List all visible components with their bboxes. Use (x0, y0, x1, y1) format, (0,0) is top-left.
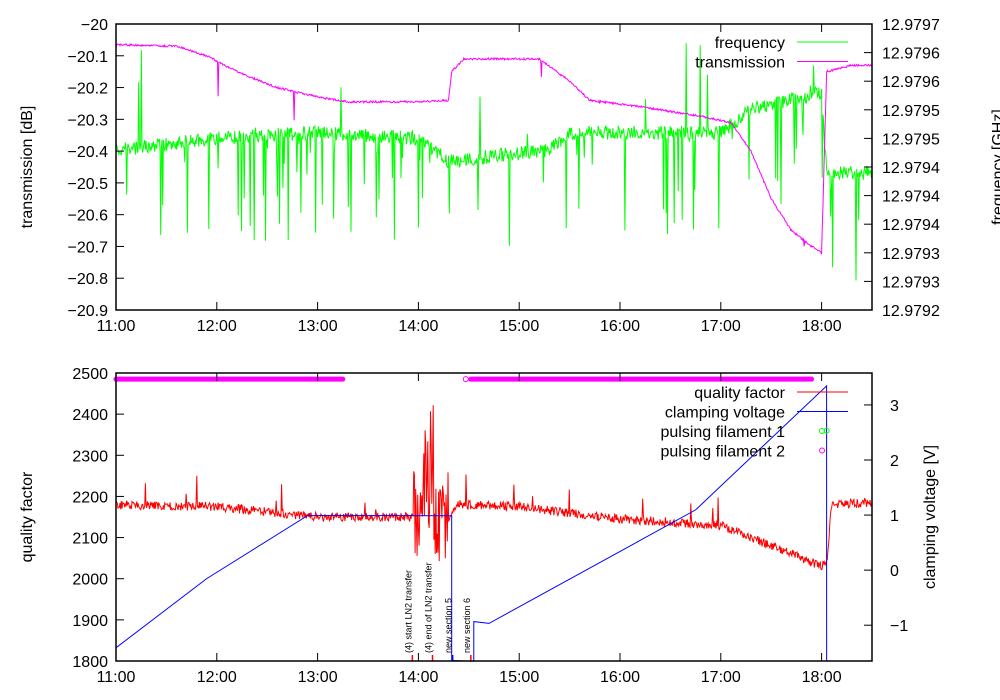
x-tick-label: 18:00 (802, 669, 842, 686)
y-tick-label: −20.9 (68, 303, 109, 320)
y-axis-label: transmission [dB] (19, 106, 36, 229)
legend-marker (819, 447, 825, 454)
legend-label: quality factor (694, 385, 785, 402)
series-quality-factor (115, 405, 873, 571)
y2-tick-label: 12.9796 (882, 46, 940, 63)
y-tick-label: −20.2 (68, 81, 109, 98)
y-tick-label: 1800 (72, 654, 108, 671)
legend-label: frequency (715, 35, 785, 52)
y2-tick-label: 2 (890, 453, 899, 470)
y2-tick-label: −1 (890, 618, 908, 635)
y-tick-label: −20 (81, 17, 108, 34)
y2-tick-label: 0 (890, 563, 899, 580)
x-tick-label: 18:00 (802, 318, 842, 335)
y2-tick-label: 12.9793 (882, 246, 940, 263)
y2-tick-label: 12.9794 (882, 160, 940, 177)
y2-tick-label: 12.9794 (882, 189, 940, 206)
y2-tick-label: 12.9794 (882, 217, 940, 234)
panel-1: 11:00 12:00 13:00 14:00 15:00 16:00 17:00 18:00… (19, 17, 1000, 335)
x-tick-label: 15:00 (499, 669, 539, 686)
panel-2: (4) start LN2 transfer (4) end of LN2 tra… (19, 366, 939, 686)
legend-label: pulsing filament 2 (660, 444, 785, 461)
x-tick-label: 14:00 (398, 669, 438, 686)
y2-tick-label: 12.9795 (882, 103, 940, 120)
y2-tick-label: 12.9795 (882, 131, 940, 148)
y-tick-label: 1900 (72, 613, 108, 630)
y-tick-label: 2400 (72, 407, 108, 424)
series-transmission (115, 43, 873, 256)
legend-marker (819, 428, 825, 434)
y-tick-label: 2200 (72, 489, 108, 506)
annotation-label: (4) end of LN2 transfer (424, 562, 434, 653)
y-tick-label: 2100 (72, 531, 108, 548)
y-tick-label: 2300 (72, 448, 108, 465)
y-axis-label: quality factor (19, 471, 36, 562)
y-tick-label: −20.5 (68, 176, 109, 193)
y-tick-label: −20.8 (68, 271, 109, 288)
annotation-label: (4) start LN2 transfer (403, 570, 413, 653)
x-tick-label: 17:00 (701, 318, 741, 335)
plot-frame (115, 372, 873, 662)
x-tick-label: 12:00 (197, 669, 237, 686)
y2-axis-label: clamping voltage [V] (922, 445, 939, 589)
legend-label: clamping voltage (665, 405, 785, 422)
x-tick-label: 15:00 (499, 318, 539, 335)
x-tick-label: 13:00 (298, 669, 338, 686)
y2-tick-label: 12.9792 (882, 303, 940, 320)
y2-tick-label: 12.9793 (882, 274, 940, 291)
y-tick-label: −20.7 (68, 239, 109, 256)
y-tick-label: −20.1 (68, 49, 109, 66)
x-tick-label: 16:00 (600, 318, 640, 335)
legend-label: pulsing filament 1 (660, 424, 785, 441)
x-tick-label: 13:00 (298, 318, 338, 335)
annotation-label: new section 5 (444, 598, 454, 653)
x-tick-label: 12:00 (197, 318, 237, 335)
legend-label: transmission (695, 55, 785, 72)
y2-tick-label: 12.9797 (882, 17, 940, 34)
y-tick-label: −20.4 (68, 144, 109, 161)
series-frequency (115, 43, 873, 281)
annotation-label: new section 6 (462, 598, 472, 653)
filament-point (462, 376, 469, 383)
x-tick-label: 14:00 (398, 318, 438, 335)
x-tick-label: 11:00 (97, 669, 136, 686)
x-tick-label: 17:00 (701, 669, 741, 686)
x-tick-label: 11:00 (97, 318, 136, 335)
y2-tick-label: 12.9796 (882, 74, 940, 91)
y-tick-label: 2000 (72, 572, 108, 589)
y2-tick-label: 1 (890, 508, 899, 525)
y-tick-label: −20.6 (68, 208, 109, 225)
y2-axis-label: frequency [GHz] (990, 109, 1000, 225)
y-tick-label: 2500 (72, 366, 108, 383)
x-tick-label: 16:00 (600, 669, 640, 686)
y2-tick-label: 3 (890, 398, 899, 415)
y-tick-label: −20.3 (68, 112, 109, 129)
